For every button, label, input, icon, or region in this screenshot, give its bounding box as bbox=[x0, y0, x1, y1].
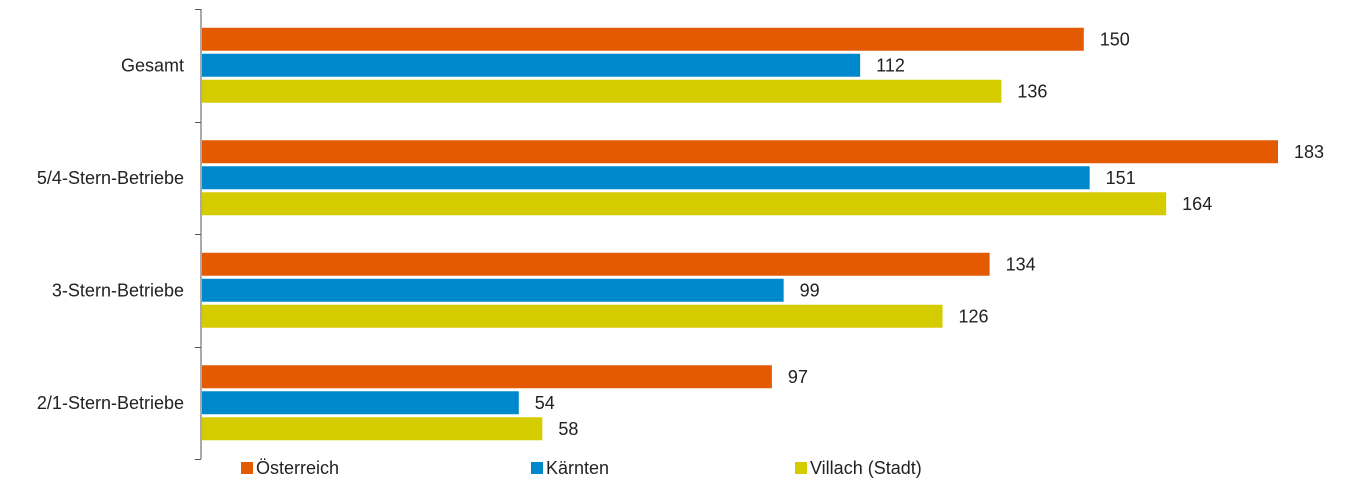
data-label: 164 bbox=[1182, 194, 1212, 214]
category-tick-label: Gesamt bbox=[121, 55, 184, 75]
labels-layer: Gesamt 150 112 136 5/4-Stern-Betriebe 183 151 1… bbox=[37, 29, 1324, 439]
data-label: 134 bbox=[1006, 254, 1036, 274]
bar bbox=[202, 417, 543, 441]
bar bbox=[202, 278, 784, 302]
bar bbox=[202, 192, 1167, 216]
data-label: 58 bbox=[558, 419, 578, 439]
legend-swatch bbox=[795, 462, 807, 474]
bar bbox=[202, 391, 519, 415]
bar bbox=[202, 304, 943, 328]
category-tick-label: 5/4-Stern-Betriebe bbox=[37, 168, 184, 188]
legend-entry-label: Kärnten bbox=[546, 458, 609, 478]
legend-entry-label: Villach (Stadt) bbox=[810, 458, 922, 478]
data-label: 112 bbox=[876, 55, 905, 75]
legend-swatch bbox=[241, 462, 253, 474]
data-label: 54 bbox=[535, 393, 555, 413]
bar bbox=[202, 365, 772, 389]
data-label: 126 bbox=[959, 306, 989, 326]
data-label: 97 bbox=[788, 367, 808, 387]
data-label: 150 bbox=[1100, 29, 1130, 49]
bar bbox=[202, 166, 1090, 190]
axis-layer bbox=[195, 9, 202, 460]
legend: Österreich Kärnten Villach (Stadt) bbox=[241, 458, 922, 478]
bar bbox=[202, 53, 861, 77]
bar bbox=[202, 252, 990, 276]
data-label: 151 bbox=[1106, 168, 1136, 188]
data-label: 183 bbox=[1294, 142, 1324, 162]
data-label: 136 bbox=[1017, 81, 1047, 101]
data-label: 99 bbox=[800, 280, 820, 300]
bars-layer bbox=[202, 27, 1278, 441]
bar bbox=[202, 79, 1002, 103]
category-tick-label: 3-Stern-Betriebe bbox=[52, 280, 184, 300]
bar bbox=[202, 140, 1278, 164]
bar bbox=[202, 27, 1084, 51]
category-tick-label: 2/1-Stern-Betriebe bbox=[37, 393, 184, 413]
legend-swatch bbox=[531, 462, 543, 474]
legend-entry-label: Österreich bbox=[256, 458, 339, 478]
